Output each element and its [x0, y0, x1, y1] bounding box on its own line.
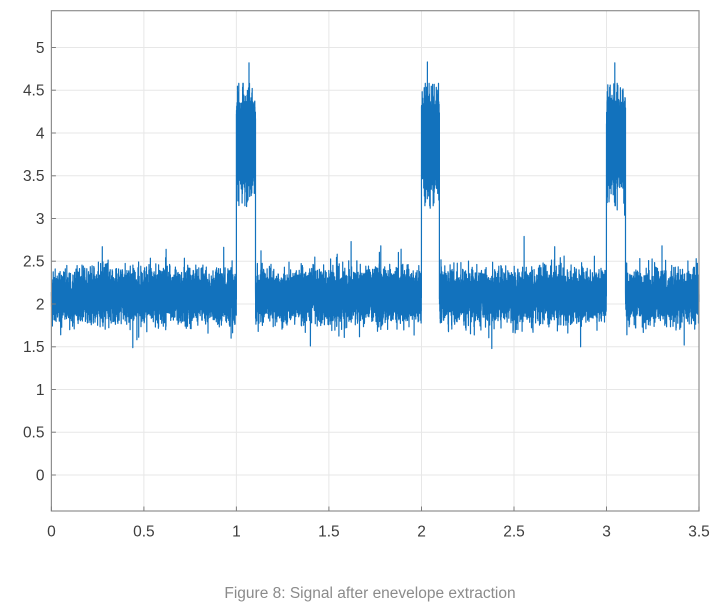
svg-text:1.5: 1.5	[23, 339, 45, 356]
svg-text:2.5: 2.5	[23, 254, 45, 271]
svg-text:2: 2	[36, 296, 45, 313]
svg-text:3.5: 3.5	[23, 168, 45, 185]
svg-text:3: 3	[602, 524, 611, 541]
svg-text:4.5: 4.5	[23, 83, 45, 100]
svg-text:2.5: 2.5	[503, 524, 525, 541]
svg-text:1: 1	[36, 382, 45, 399]
svg-text:1.5: 1.5	[318, 524, 340, 541]
svg-text:0: 0	[47, 524, 56, 541]
svg-text:3.5: 3.5	[688, 524, 710, 541]
svg-text:0: 0	[36, 467, 45, 484]
svg-text:4: 4	[36, 125, 45, 142]
svg-text:Figure 8: Signal after enevelo: Figure 8: Signal after enevelope extract…	[224, 585, 515, 602]
svg-text:3: 3	[36, 211, 45, 228]
svg-text:2: 2	[417, 524, 426, 541]
svg-text:1: 1	[232, 524, 241, 541]
svg-text:0.5: 0.5	[23, 425, 45, 442]
svg-text:0.5: 0.5	[133, 524, 155, 541]
svg-text:5: 5	[36, 40, 45, 57]
